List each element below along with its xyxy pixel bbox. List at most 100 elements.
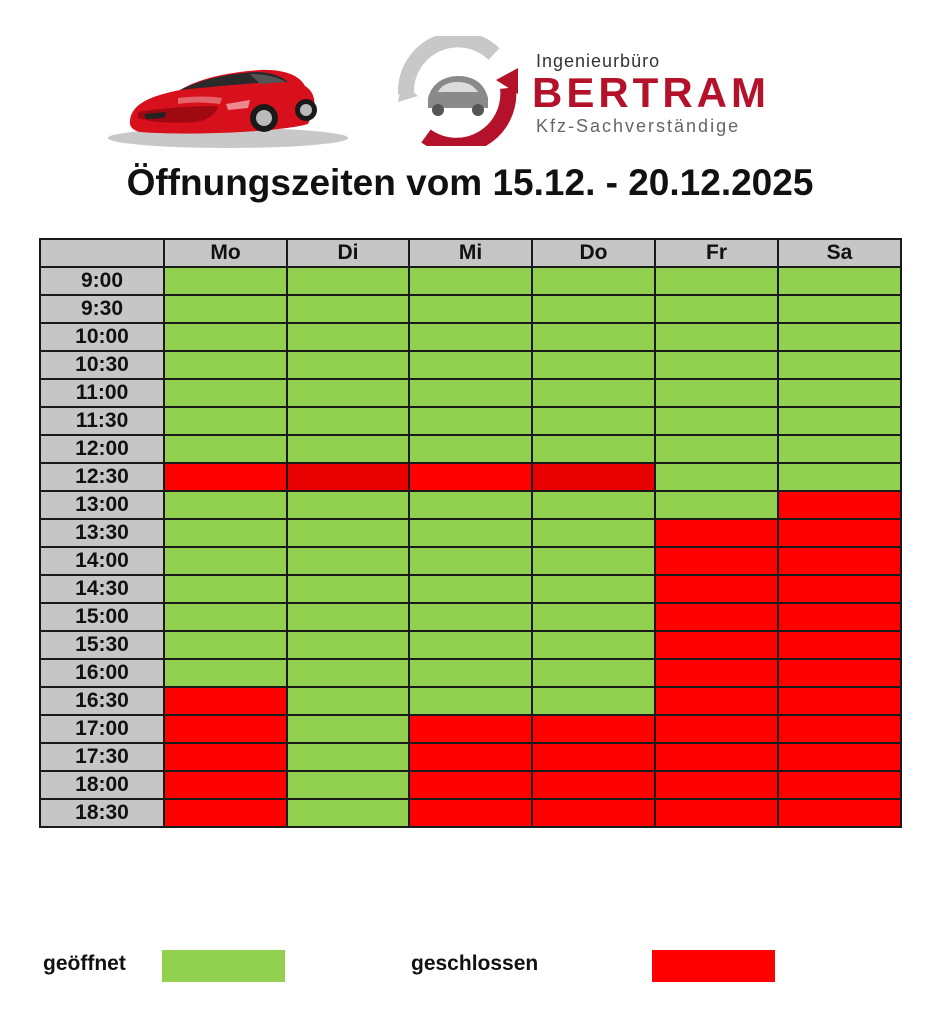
legend-closed-label: geschlossen — [411, 952, 539, 975]
open-cell — [408, 490, 533, 520]
time-slot-label: 13:00 — [39, 490, 165, 520]
open-cell — [408, 686, 533, 716]
table-row: 14:00 — [39, 546, 902, 576]
table-row: 15:30 — [39, 630, 902, 660]
table-row: 10:00 — [39, 322, 902, 352]
open-cell — [408, 378, 533, 408]
closed-cell — [163, 714, 288, 744]
time-slot-label: 13:30 — [39, 518, 165, 548]
open-cell — [408, 434, 533, 464]
open-cell — [777, 378, 902, 408]
closed-cell — [777, 658, 902, 688]
time-slot-label: 10:00 — [39, 322, 165, 352]
open-cell — [408, 266, 533, 296]
closed-cell — [531, 714, 656, 744]
open-cell — [286, 574, 410, 604]
open-cell — [163, 266, 288, 296]
closed-cell — [654, 602, 779, 632]
open-cell — [408, 602, 533, 632]
open-cell — [777, 350, 902, 380]
open-cell — [163, 434, 288, 464]
open-cell — [531, 574, 656, 604]
closed-cell — [408, 462, 533, 492]
closed-cell — [777, 630, 902, 660]
open-cell — [286, 714, 410, 744]
open-cell — [654, 490, 779, 520]
open-cell — [286, 322, 410, 352]
open-cell — [654, 406, 779, 436]
time-slot-label: 15:00 — [39, 602, 165, 632]
open-cell — [654, 434, 779, 464]
closed-cell — [777, 546, 902, 576]
open-cell — [408, 322, 533, 352]
logo-brand-name: BERTRAM — [532, 69, 770, 116]
open-cell — [163, 350, 288, 380]
open-cell — [531, 434, 656, 464]
closed-cell — [777, 490, 902, 520]
open-cell — [286, 602, 410, 632]
red-sports-car-icon — [108, 69, 348, 148]
table-row: 13:30 — [39, 518, 902, 548]
day-header: Sa — [777, 238, 902, 268]
closed-cell — [654, 742, 779, 772]
open-cell — [163, 294, 288, 324]
closed-cell — [163, 686, 288, 716]
open-cell — [408, 630, 533, 660]
open-cell — [163, 658, 288, 688]
open-cell — [654, 378, 779, 408]
closed-cell — [777, 714, 902, 744]
open-cell — [286, 546, 410, 576]
closed-cell — [408, 770, 533, 800]
open-cell — [408, 294, 533, 324]
open-cell — [163, 322, 288, 352]
closed-cell — [531, 770, 656, 800]
open-cell — [531, 602, 656, 632]
closed-cell — [163, 742, 288, 772]
table-row: 14:30 — [39, 574, 902, 604]
open-cell — [777, 294, 902, 324]
closed-cell — [163, 462, 288, 492]
closed-cell — [408, 714, 533, 744]
open-cell — [163, 574, 288, 604]
open-cell — [531, 658, 656, 688]
open-cell — [163, 546, 288, 576]
open-cell — [163, 602, 288, 632]
closed-cell — [777, 770, 902, 800]
table-row: 13:00 — [39, 490, 902, 520]
logo-small-text: Ingenieurbüro — [536, 51, 661, 71]
page-title: Öffnungszeiten vom 15.12. - 20.12.2025 — [126, 162, 814, 203]
open-cell — [286, 490, 410, 520]
closed-cell — [777, 602, 902, 632]
open-cell — [408, 658, 533, 688]
table-row: 12:00 — [39, 434, 902, 464]
table-row: 11:00 — [39, 378, 902, 408]
time-slot-label: 11:00 — [39, 378, 165, 408]
open-cell — [531, 630, 656, 660]
table-row: 18:30 — [39, 798, 902, 828]
closed-cell — [408, 742, 533, 772]
time-slot-label: 14:00 — [39, 546, 165, 576]
open-cell — [654, 294, 779, 324]
open-cell — [777, 266, 902, 296]
table-row: 11:30 — [39, 406, 902, 436]
car-arrow-logo-icon — [397, 36, 518, 146]
open-cell — [286, 742, 410, 772]
table-row: 9:00 — [39, 266, 902, 296]
time-slot-label: 18:00 — [39, 770, 165, 800]
opening-hours-table: Mo Di Mi Do Fr Sa 9:00 9:30 10:00 10:30 11:0… — [39, 238, 902, 828]
open-cell — [163, 378, 288, 408]
time-slot-label: 9:00 — [39, 266, 165, 296]
closed-cell — [777, 798, 902, 828]
table-row: 17:30 — [39, 742, 902, 772]
time-slot-label: 15:30 — [39, 630, 165, 660]
open-cell — [408, 546, 533, 576]
time-slot-label: 16:30 — [39, 686, 165, 716]
open-cell — [286, 406, 410, 436]
open-cell — [286, 798, 410, 828]
logo-subtitle: Kfz-Sachverständige — [536, 116, 741, 136]
corner-cell — [39, 238, 165, 268]
open-cell — [531, 518, 656, 548]
open-cell — [531, 322, 656, 352]
time-slot-label: 12:00 — [39, 434, 165, 464]
open-cell — [654, 266, 779, 296]
